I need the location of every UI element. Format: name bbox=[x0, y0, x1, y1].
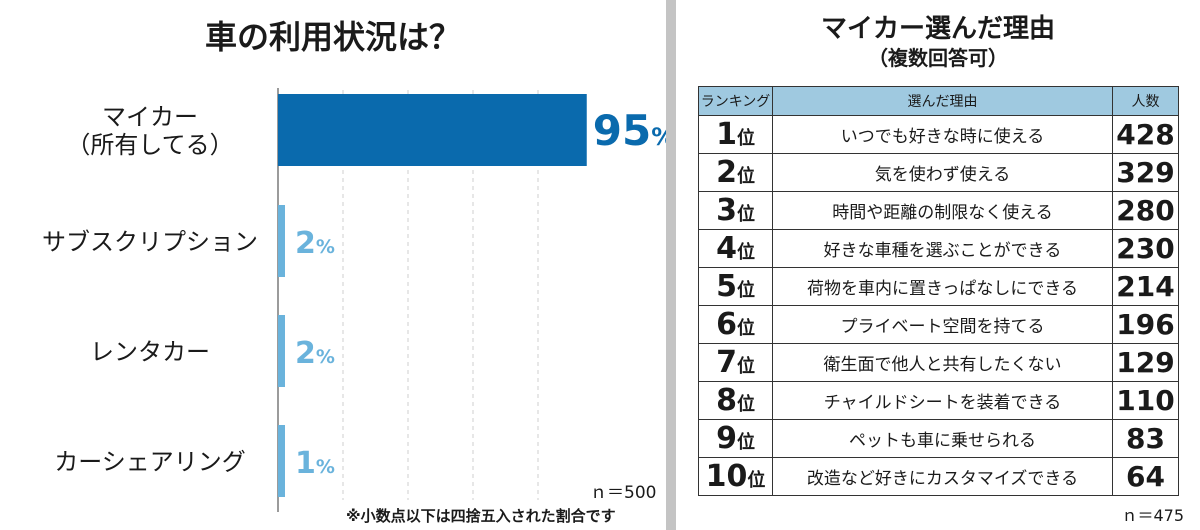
rank-suffix: 位 bbox=[747, 470, 766, 491]
reasons-table-panel: マイカー選んだ理由 （複数回答可） ランキング 選んだ理由 人数 1位 いつでも好… bbox=[676, 0, 1200, 530]
sample-size-label: ｎ＝475 bbox=[1121, 506, 1184, 525]
reason-cell: 衛生面で他人と共有したくない bbox=[772, 343, 1113, 382]
header-ranking: ランキング bbox=[698, 86, 773, 116]
rank-cell: 2位 bbox=[698, 153, 773, 192]
table-row: 7位 衛生面で他人と共有したくない 129 bbox=[698, 343, 1179, 382]
reason-cell: プライベート空間を持てる bbox=[772, 305, 1113, 344]
rank-number: 5 bbox=[716, 269, 737, 304]
rank-cell: 1位 bbox=[698, 115, 773, 154]
rank-suffix: 位 bbox=[736, 394, 755, 415]
reason-cell: いつでも好きな時に使える bbox=[772, 115, 1113, 154]
count-cell: 214 bbox=[1112, 267, 1179, 306]
reason-cell: チャイルドシートを装着できる bbox=[772, 381, 1113, 420]
category-label: レンタカー bbox=[90, 338, 210, 366]
reason-cell: 好きな車種を選ぶことができる bbox=[772, 229, 1113, 268]
count-cell: 230 bbox=[1112, 229, 1179, 268]
count-cell: 196 bbox=[1112, 305, 1179, 344]
table-title: マイカー選んだ理由 bbox=[820, 14, 1055, 44]
bar-chart: マイカー（所有してる） 95% サブスクリプション 2% レンタカー 2% カーシェアリング… bbox=[42, 88, 666, 512]
rank-number: 7 bbox=[716, 345, 737, 380]
count-cell: 64 bbox=[1112, 457, 1179, 496]
value-label: 2% bbox=[295, 336, 335, 371]
table-row: 9位 ペットも車に乗せられる 83 bbox=[698, 419, 1179, 458]
reason-cell: 改造など好きにカスタマイズできる bbox=[772, 457, 1113, 496]
value-unit: % bbox=[316, 456, 335, 478]
rank-suffix: 位 bbox=[736, 280, 755, 301]
category-label: カーシェアリング bbox=[54, 448, 246, 476]
rank-cell: 5位 bbox=[698, 267, 773, 306]
table-row: 1位 いつでも好きな時に使える 428 bbox=[698, 115, 1179, 154]
rank-cell: 3位 bbox=[698, 191, 773, 230]
bar bbox=[278, 94, 587, 166]
table-row: 4位 好きな車種を選ぶことができる 230 bbox=[698, 229, 1179, 268]
count-cell: 329 bbox=[1112, 153, 1179, 192]
rank-suffix: 位 bbox=[736, 204, 755, 225]
rank-number: 2 bbox=[716, 155, 737, 190]
table-row: 6位 プライベート空間を持てる 196 bbox=[698, 305, 1179, 344]
category-label: （所有してる） bbox=[66, 131, 233, 159]
reason-cell: 時間や距離の制限なく使える bbox=[772, 191, 1113, 230]
rank-number: 1 bbox=[716, 117, 737, 152]
rank-suffix: 位 bbox=[736, 128, 755, 149]
bar bbox=[278, 205, 285, 277]
table-row: 5位 荷物を車内に置きっぱなしにできる 214 bbox=[698, 267, 1179, 306]
count-cell: 110 bbox=[1112, 381, 1179, 420]
count-cell: 428 bbox=[1112, 115, 1179, 154]
sample-size-label: ｎ＝500 bbox=[590, 483, 657, 503]
table-row: 3位 時間や距離の制限なく使える 280 bbox=[698, 191, 1179, 230]
table-row: 8位 チャイルドシートを装着できる 110 bbox=[698, 381, 1179, 420]
bar bbox=[278, 425, 285, 497]
reason-cell: ペットも車に乗せられる bbox=[772, 419, 1113, 458]
chart-title: 車の利用状況は？ bbox=[204, 18, 461, 56]
reason-cell: 荷物を車内に置きっぱなしにできる bbox=[772, 267, 1113, 306]
value-unit: % bbox=[316, 346, 335, 368]
table-row: 2位 気を使わず使える 329 bbox=[698, 153, 1179, 192]
reason-cell: 気を使わず使える bbox=[772, 153, 1113, 192]
rank-suffix: 位 bbox=[736, 432, 755, 453]
rank-suffix: 位 bbox=[736, 356, 755, 377]
table-header-row: ランキング 選んだ理由 人数 bbox=[698, 86, 1179, 116]
header-reason: 選んだ理由 bbox=[772, 86, 1113, 116]
rank-number: 3 bbox=[716, 193, 737, 228]
rank-number: 8 bbox=[716, 383, 737, 418]
count-cell: 280 bbox=[1112, 191, 1179, 230]
rank-cell: 9位 bbox=[698, 419, 773, 458]
rank-cell: 6位 bbox=[698, 305, 773, 344]
value-label: 2% bbox=[295, 226, 335, 261]
rounding-note: ※小数点以下は四捨五入された割合です bbox=[346, 507, 616, 525]
rank-suffix: 位 bbox=[736, 166, 755, 187]
count-cell: 83 bbox=[1112, 419, 1179, 458]
count-cell: 129 bbox=[1112, 343, 1179, 382]
rank-cell: 10位 bbox=[698, 457, 773, 496]
bar bbox=[278, 315, 285, 387]
rank-number: 10 bbox=[705, 459, 748, 494]
rank-number: 4 bbox=[716, 231, 737, 266]
rank-suffix: 位 bbox=[736, 242, 755, 263]
usage-chart-panel: 車の利用状況は？ マイカー（所有してる） 95% サブスクリプション 2% レンタカー 2… bbox=[0, 0, 666, 530]
value-label: 1% bbox=[295, 446, 335, 481]
rank-cell: 8位 bbox=[698, 381, 773, 420]
category-label: マイカー bbox=[102, 103, 198, 131]
value-unit: % bbox=[651, 123, 666, 151]
table-row: 10位 改造など好きにカスタマイズできる 64 bbox=[698, 457, 1179, 496]
rank-suffix: 位 bbox=[736, 318, 755, 339]
value-label: 95% bbox=[593, 106, 666, 155]
value-unit: % bbox=[316, 236, 335, 258]
header-count: 人数 bbox=[1112, 86, 1179, 116]
category-label: サブスクリプション bbox=[42, 228, 258, 256]
rank-cell: 7位 bbox=[698, 343, 773, 382]
rank-cell: 4位 bbox=[698, 229, 773, 268]
table-subtitle: （複数回答可） bbox=[868, 46, 1008, 70]
rank-number: 6 bbox=[716, 307, 737, 342]
rank-number: 9 bbox=[716, 421, 737, 456]
reasons-table: ランキング 選んだ理由 人数 1位 いつでも好きな時に使える 428 2位 気を使わず使… bbox=[698, 86, 1179, 496]
